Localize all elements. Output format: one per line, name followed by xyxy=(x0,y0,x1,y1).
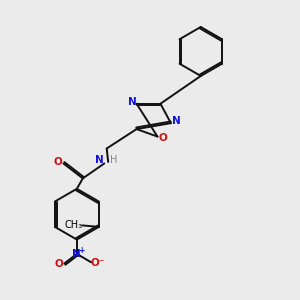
Text: O⁻: O⁻ xyxy=(91,258,105,268)
Text: O: O xyxy=(55,259,63,269)
Text: O: O xyxy=(158,133,167,143)
Text: CH₃: CH₃ xyxy=(64,220,82,230)
Text: N: N xyxy=(128,97,136,106)
Text: N: N xyxy=(172,116,181,126)
Text: H: H xyxy=(110,154,117,165)
Text: N: N xyxy=(73,249,81,259)
Text: +: + xyxy=(78,246,84,255)
Text: O: O xyxy=(53,157,62,167)
Text: N: N xyxy=(95,154,103,165)
